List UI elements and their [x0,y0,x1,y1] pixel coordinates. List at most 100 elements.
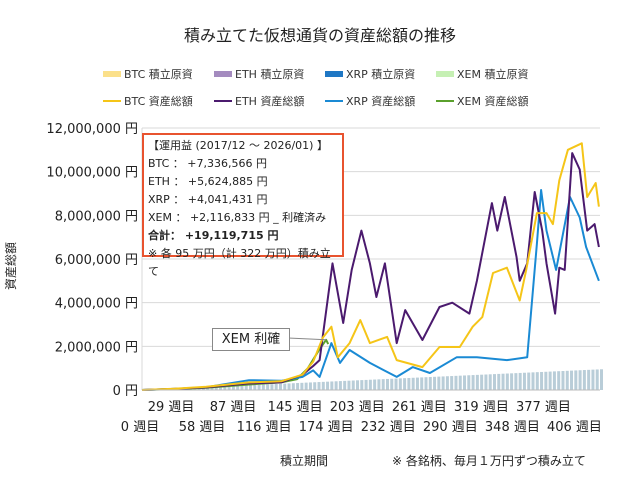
footnote: ※ 各銘柄、毎月１万円ずつ積み立て [392,454,586,468]
principal-bar [570,370,574,390]
principal-bar [407,377,411,390]
principal-bar [261,384,265,390]
principal-bar [518,372,522,390]
legend-item: XEM 積立原資 [436,66,528,82]
principal-bar [600,369,603,390]
principal-bar [321,381,325,390]
principal-bar [236,385,240,390]
x-axis-label: 積立期間 [280,454,329,468]
principal-bar [535,372,539,390]
principal-bar [454,375,458,390]
y-tick-label: 10,000,000 円 [46,166,138,181]
x-tick-label: 377 週目 [516,400,571,415]
summary-note: ※ 各 95 万円（計 322 万円）積み立て [148,247,331,278]
principal-bar [557,371,561,390]
legend-label: BTC 積立原資 [124,68,193,81]
callout-pointer [287,337,327,341]
legend-swatch [103,100,121,102]
principal-bar [394,378,398,390]
principal-bar [497,373,501,390]
principal-bar [398,378,402,390]
principal-bar [300,382,304,390]
principal-bar [561,371,565,390]
principal-bar [522,372,526,390]
principal-bar [270,384,274,390]
principal-bar [428,377,432,390]
principal-bar [514,373,518,390]
principal-bar [356,380,360,390]
principal-bar [390,378,394,390]
principal-bar [540,371,544,390]
principal-bar [595,369,599,390]
principal-bar [351,380,355,390]
principal-bar [278,383,282,390]
legend-item: XRP 資産総額 [325,93,415,109]
x-tick-label: 261 週目 [392,400,447,415]
principal-bar [313,382,317,390]
principal-bar [578,370,582,390]
principal-bar [360,380,364,390]
principal-bar [381,379,385,390]
x-tick-label: 319 週目 [454,400,509,415]
principal-bar [445,376,449,390]
y-axis-label: 資産総額 [4,241,18,290]
x-tick-label: 203 週目 [330,400,385,415]
legend-label: XRP 資産総額 [346,95,416,108]
principal-bar [475,374,479,390]
principal-bar [411,377,415,390]
principal-bar [253,384,257,390]
x-tick-label: 87 週目 [210,400,257,415]
principal-bar [552,371,556,390]
summary-btc: BTC ： +7,336,566 円 [148,157,267,170]
legend-swatch [436,100,454,102]
summary-xem: XEM ： +2,116,833 円 _ 利確済み [148,211,327,224]
legend-label: ETH 資産総額 [235,95,305,108]
principal-bar [385,378,389,390]
legend-item: XEM 資産総額 [436,93,528,109]
principal-bar [338,381,342,390]
principal-bar [420,377,424,390]
summary-eth: ETH ： +5,624,885 円 [148,175,268,188]
principal-bar [587,369,591,390]
principal-bar [304,382,308,390]
legend-item: XRP 積立原資 [325,66,415,82]
principal-bar [283,383,287,390]
principal-bar [480,374,484,390]
legend-swatch [436,71,454,77]
legend-item: BTC 積立原資 [103,66,193,82]
principal-bar [527,372,531,390]
principal-bar [231,385,235,390]
principal-bar [403,378,407,390]
principal-bar [415,377,419,390]
profit-summary-box: 【運用益 (2017/12 ～ 2026/01) 】 BTC ： +7,336,… [142,133,344,278]
principal-bar [291,383,295,390]
legend-item: ETH 資産総額 [214,93,304,109]
x-tick-label: 0 週目 [121,420,159,435]
principal-bar [308,382,312,390]
principal-bar [441,376,445,390]
legend-item: ETH 積立原資 [214,66,304,82]
x-tick-label: 116 週目 [237,420,292,435]
x-tick-label: 58 週目 [179,420,226,435]
principal-bar [223,386,227,390]
principal-bar [548,371,552,390]
principal-bar [210,386,214,390]
principal-bar [266,384,270,390]
legend-label: XRP 積立原資 [346,68,416,81]
principal-bar [257,384,261,390]
principal-bar [437,376,441,390]
principal-bar [544,371,548,390]
principal-bar [219,386,223,390]
principal-bar [227,386,231,390]
xem-callout: XEM 利確 [212,328,290,351]
y-tick-label: 12,000,000 円 [46,122,138,137]
legend-swatch [103,71,121,77]
principal-bar [450,376,454,390]
principal-bar [574,370,578,390]
principal-bar [505,373,509,390]
x-tick-label: 174 週目 [299,420,354,435]
y-tick-label: 6,000,000 円 [55,253,138,268]
principal-bar [591,369,595,390]
principal-bar [531,372,535,390]
